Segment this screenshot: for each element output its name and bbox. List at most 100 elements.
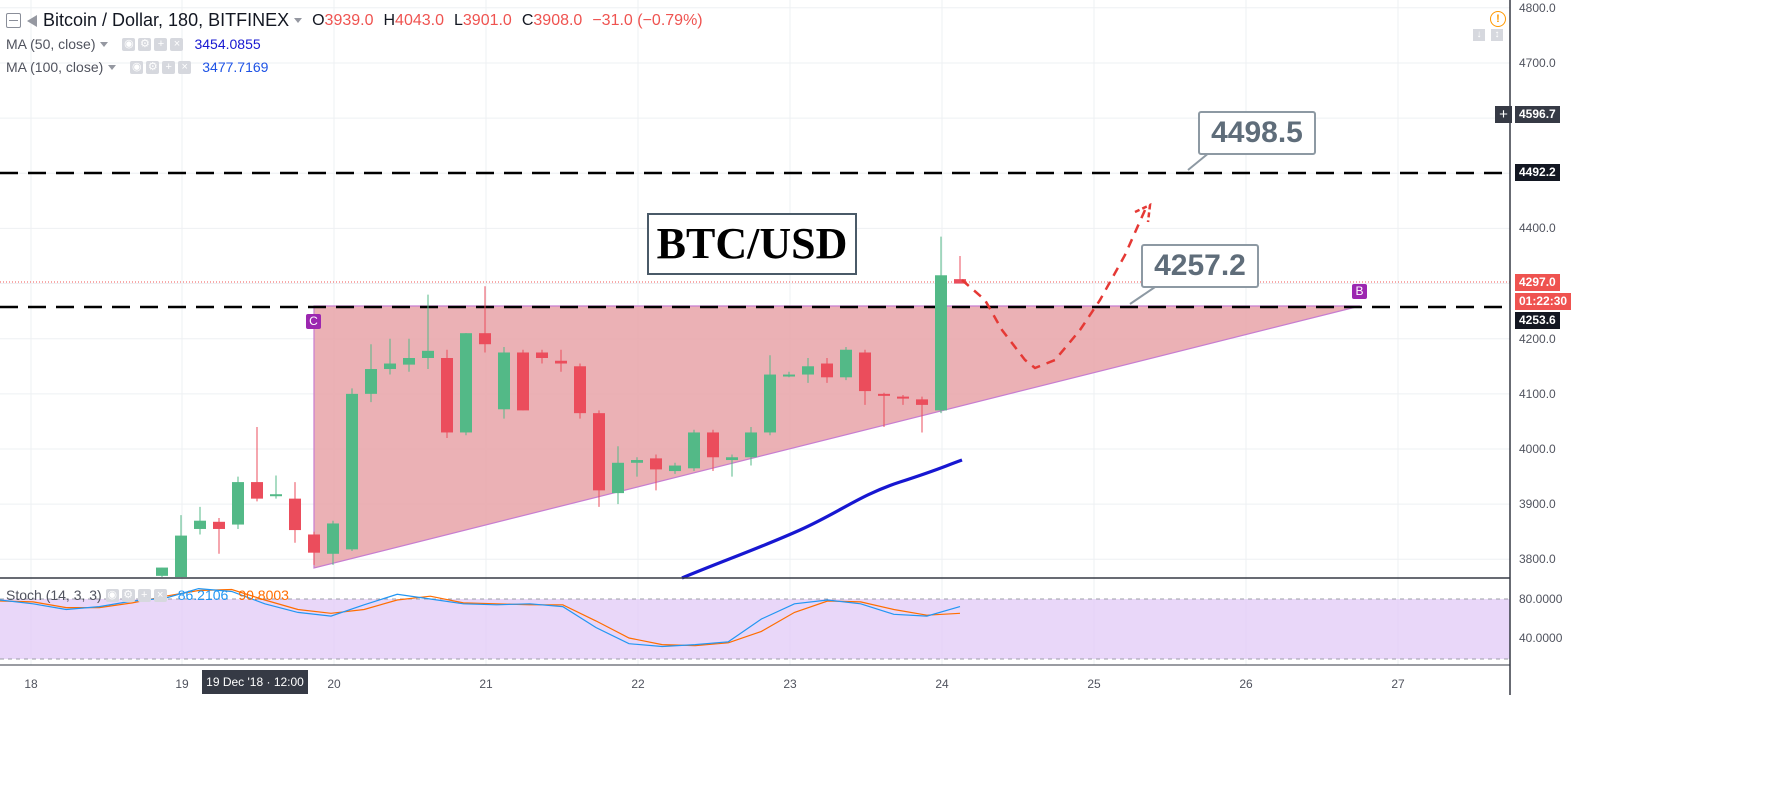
candles-group xyxy=(156,236,966,577)
candle-body xyxy=(156,567,168,576)
plus-icon[interactable]: + xyxy=(162,60,176,74)
time-axis-label: 27 xyxy=(1391,677,1405,691)
stoch-legend[interactable]: Stoch (14, 3, 3) ◉ ⚙ + × 86.2106 90.8003 xyxy=(6,587,289,603)
chevron-down-icon[interactable] xyxy=(108,64,117,70)
collapse-icon[interactable] xyxy=(6,13,21,28)
gear-icon[interactable]: ⚙ xyxy=(138,37,152,51)
candle-body xyxy=(441,358,453,433)
candle-body xyxy=(859,352,871,392)
ma50-label[interactable]: MA (50, close) xyxy=(6,36,96,52)
resistance-price-tag: 4492.2 xyxy=(1515,164,1560,181)
candle-body xyxy=(593,413,605,491)
time-axis-label: 24 xyxy=(935,677,949,691)
candle-body xyxy=(232,482,244,525)
candle-body xyxy=(555,360,567,364)
chart-overlay-title[interactable]: BTC/USD xyxy=(647,213,857,275)
candle-body xyxy=(726,457,738,461)
ma100-label[interactable]: MA (100, close) xyxy=(6,59,104,75)
target-high-callout[interactable]: 4498.5 xyxy=(1198,111,1316,155)
crosshair-plus-icon[interactable]: + xyxy=(1495,106,1512,123)
close-icon[interactable]: × xyxy=(170,37,184,51)
close-icon[interactable]: × xyxy=(178,60,192,74)
candle-body xyxy=(175,535,187,577)
candle-body xyxy=(821,363,833,378)
candle-body xyxy=(460,333,472,433)
time-crosshair-label: 19 Dec '18 · 12:00 xyxy=(202,670,308,694)
symbol-title[interactable]: Bitcoin / Dollar, 180, BITFINEX xyxy=(43,10,290,30)
pattern-point-b[interactable]: B xyxy=(1352,284,1367,299)
projection-arrowhead xyxy=(1134,202,1152,223)
symbol-legend: Bitcoin / Dollar, 180, BITFINEX O3939.0 … xyxy=(6,10,703,31)
stoch-k-value: 86.2106 xyxy=(177,587,229,603)
chevron-down-icon[interactable] xyxy=(100,41,109,47)
candle-body xyxy=(897,396,909,399)
ma100-value: 3477.7169 xyxy=(202,59,269,75)
stoch-d-value: 90.8003 xyxy=(238,587,289,603)
time-axis-label: 23 xyxy=(783,677,797,691)
close-icon[interactable]: × xyxy=(153,588,167,602)
chevron-down-icon[interactable] xyxy=(294,18,303,23)
candle-body xyxy=(479,333,491,345)
support-price-tag: 4253.6 xyxy=(1515,312,1560,329)
price-axis-label: 4700.0 xyxy=(1519,55,1556,70)
candle-body xyxy=(764,374,776,433)
candle-body xyxy=(935,275,947,411)
candle-body xyxy=(669,465,681,472)
plus-icon[interactable]: + xyxy=(154,37,168,51)
time-axis-label: 21 xyxy=(479,677,493,691)
candle-body xyxy=(327,523,339,554)
arrow-down-icon[interactable]: ↓ xyxy=(1473,29,1485,41)
price-axis-label: 4100.0 xyxy=(1519,386,1556,401)
candle-body xyxy=(840,349,852,378)
candle-body xyxy=(289,498,301,531)
candle-body xyxy=(802,366,814,375)
price-axis-label: 3900.0 xyxy=(1519,497,1556,512)
time-axis-label: 18 xyxy=(24,677,38,691)
ohlc-low: L3901.0 xyxy=(453,11,512,29)
stoch-axis-80: 80.0000 xyxy=(1519,592,1563,606)
eye-icon[interactable]: ◉ xyxy=(130,60,144,74)
candle-body xyxy=(783,374,795,377)
target-low-callout[interactable]: 4257.2 xyxy=(1141,244,1259,288)
candle-body xyxy=(346,393,358,550)
crosshair-price-tag: 4596.7 xyxy=(1515,106,1560,123)
candle-body xyxy=(745,432,757,458)
ohlc-close: C3908.0 xyxy=(521,11,583,29)
candle-body xyxy=(536,352,548,359)
ma100-legend[interactable]: MA (100, close) ◉ ⚙ + × 3477.7169 xyxy=(6,59,268,75)
ohlc-open: O3939.0 xyxy=(312,11,374,29)
gear-icon[interactable]: ⚙ xyxy=(146,60,160,74)
candle-body xyxy=(213,521,225,529)
eye-icon[interactable]: ◉ xyxy=(105,588,119,602)
time-axis-label: 25 xyxy=(1087,677,1101,691)
price-axis-label: 3800.0 xyxy=(1519,552,1556,567)
ohlc-high: H4043.0 xyxy=(383,11,444,29)
candle-body xyxy=(308,534,320,553)
candle-body xyxy=(194,520,206,529)
candle-body xyxy=(612,462,624,494)
candle-body xyxy=(916,399,928,405)
candle-body xyxy=(365,369,377,394)
candle-body xyxy=(403,358,415,365)
candle-body xyxy=(422,350,434,359)
plus-icon[interactable]: + xyxy=(137,588,151,602)
ma50-legend[interactable]: MA (50, close) ◉ ⚙ + × 3454.0855 xyxy=(6,36,261,52)
gear-icon[interactable]: ⚙ xyxy=(121,588,135,602)
candle-body xyxy=(384,363,396,370)
warning-icon[interactable]: ! xyxy=(1490,11,1506,27)
flag-icon[interactable] xyxy=(27,15,37,27)
time-axis-label: 22 xyxy=(631,677,645,691)
price-axis-label: 4800.0 xyxy=(1519,0,1556,15)
pattern-point-c[interactable]: C xyxy=(306,314,321,329)
eye-icon[interactable]: ◉ xyxy=(122,37,136,51)
bar-countdown-tag: 01:22:30 xyxy=(1515,293,1572,310)
candle-body xyxy=(688,432,700,469)
arrow-updown-icon[interactable]: ↕ xyxy=(1491,29,1503,41)
callout-pointer-low xyxy=(1129,284,1159,305)
time-axis-label: 26 xyxy=(1239,677,1253,691)
stoch-axis-40: 40.0000 xyxy=(1519,631,1563,645)
last-price-tag: 4297.0 xyxy=(1515,274,1560,291)
candle-body xyxy=(954,279,966,284)
candle-body xyxy=(631,460,643,463)
stoch-label[interactable]: Stoch (14, 3, 3) xyxy=(6,587,102,603)
